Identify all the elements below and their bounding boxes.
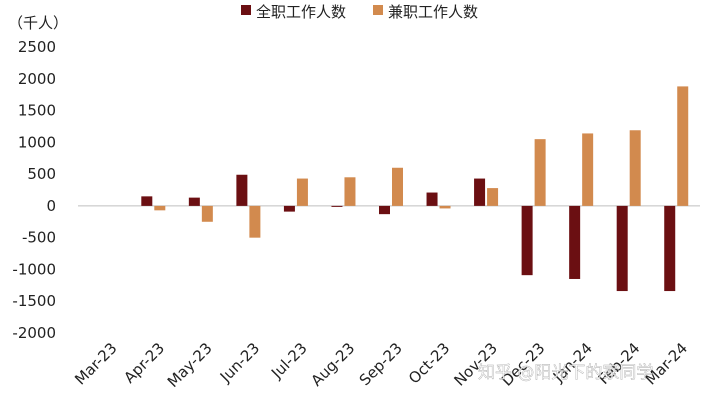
x-tick-label: Aug-23	[308, 339, 359, 390]
y-tick-label: 500	[27, 165, 56, 183]
x-tick-label: Mar-23	[71, 339, 120, 388]
bar-fulltime-jun-23	[236, 174, 248, 206]
bar-fulltime-nov-23	[474, 178, 486, 206]
bar-fulltime-jan-24	[569, 205, 581, 279]
bar-parttime-may-23	[201, 205, 213, 222]
bar-parttime-aug-23	[344, 177, 356, 206]
bar-parttime-mar-24	[677, 86, 689, 206]
bar-parttime-feb-24	[629, 130, 641, 206]
bar-fulltime-apr-23	[141, 196, 153, 206]
bar-parttime-dec-23	[534, 139, 546, 206]
legend-swatch-parttime	[373, 5, 383, 15]
bar-fulltime-aug-23	[331, 205, 343, 207]
bar-parttime-sep-23	[392, 167, 403, 206]
legend-label-fulltime: 全职工作人数	[256, 3, 346, 21]
unit-label: （千人）	[8, 14, 68, 32]
bar-parttime-apr-23	[154, 205, 166, 211]
bar-fulltime-jul-23	[283, 205, 295, 212]
x-tick-label: Apr-23	[120, 339, 168, 387]
bars	[141, 86, 689, 292]
bar-parttime-jul-23	[296, 178, 308, 206]
watermark: 知乎 @阳光下的家同学	[478, 363, 653, 383]
y-axis: -2000 -1500 -1000 -500 0 500 1000 1500 2000 2500	[12, 38, 56, 342]
y-tick-label: 1000	[18, 133, 56, 151]
legend: 全职工作人数 兼职工作人数	[241, 3, 478, 21]
y-tick-label: -2000	[12, 324, 56, 342]
x-tick-label: Sep-23	[356, 339, 406, 389]
y-tick-label: -1000	[12, 260, 56, 278]
x-tick-label: May-23	[164, 339, 216, 391]
bar-fulltime-dec-23	[521, 205, 533, 276]
legend-label-parttime: 兼职工作人数	[388, 3, 478, 21]
x-tick-label: Oct-23	[405, 339, 453, 387]
bar-fulltime-may-23	[188, 197, 200, 206]
bar-parttime-oct-23	[439, 205, 451, 209]
y-tick-label: 1500	[18, 102, 56, 120]
bar-fulltime-feb-24	[616, 205, 628, 292]
bar-parttime-nov-23	[487, 188, 499, 206]
y-tick-label: 2500	[18, 38, 56, 56]
x-tick-label: Jun-23	[216, 339, 263, 386]
y-tick-label: 2000	[18, 70, 56, 88]
x-tick-label: Jul-23	[267, 339, 311, 383]
bar-fulltime-mar-24	[664, 205, 676, 292]
bar-parttime-jun-23	[249, 205, 261, 238]
bar-parttime-jan-24	[582, 133, 594, 206]
bar-fulltime-oct-23	[426, 192, 438, 206]
bar-fulltime-sep-23	[379, 205, 390, 215]
legend-swatch-fulltime	[241, 5, 251, 15]
y-tick-label: 0	[46, 197, 56, 215]
y-tick-label: -1500	[12, 292, 56, 310]
y-tick-label: -500	[22, 229, 56, 247]
